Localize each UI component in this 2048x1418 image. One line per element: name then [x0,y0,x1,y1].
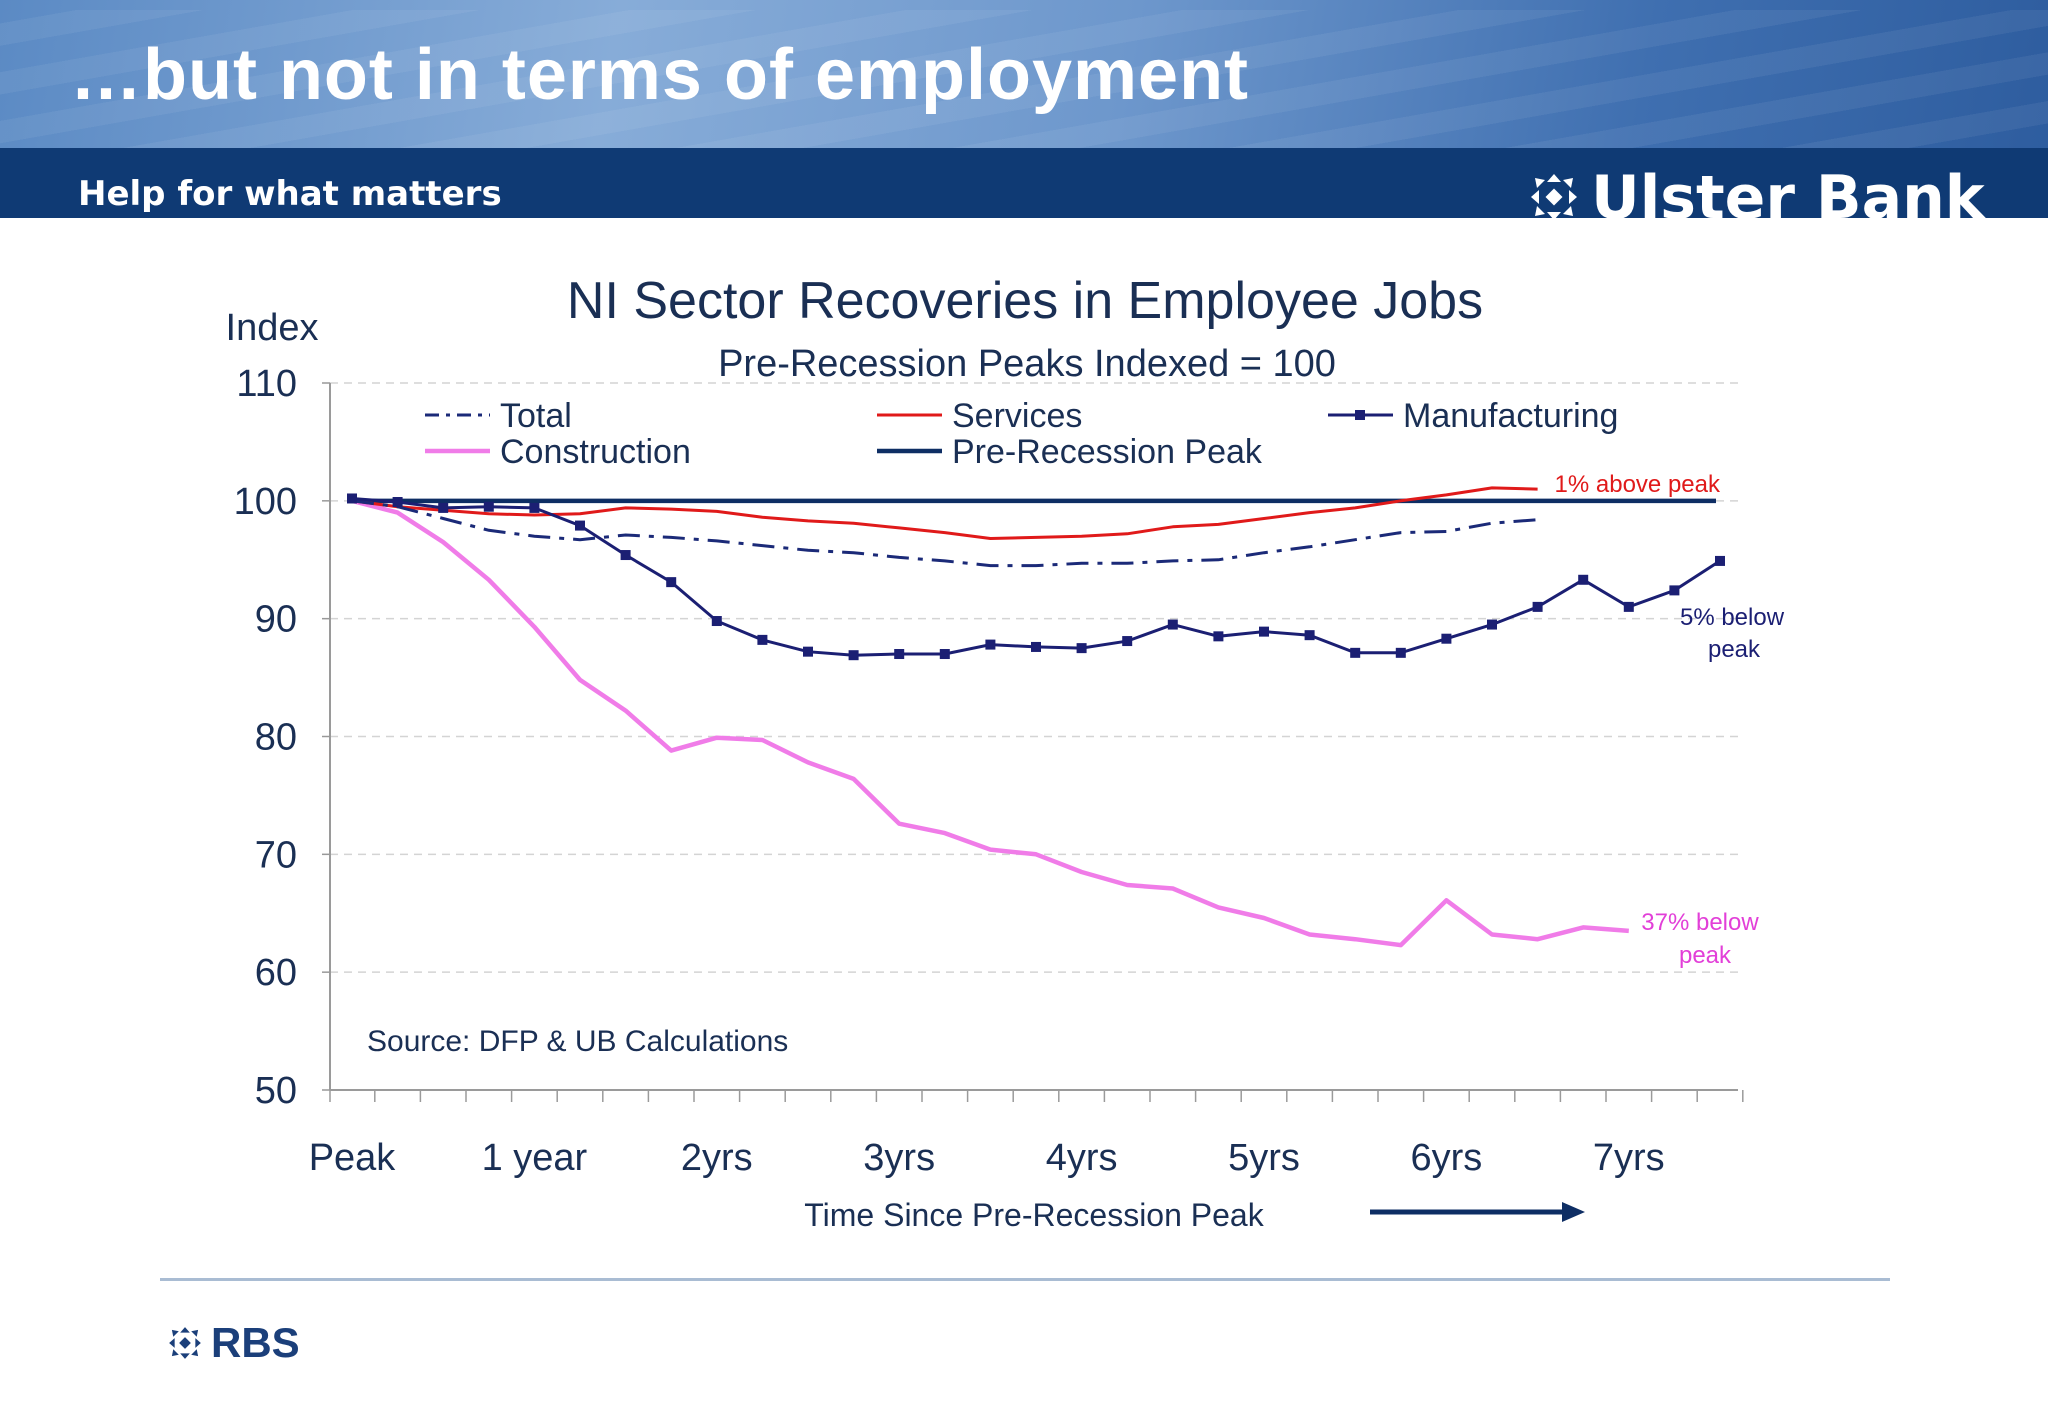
manufacturing-marker [757,634,768,645]
footer-divider [160,1278,1890,1281]
manufacturing-marker [1031,641,1041,652]
manufacturing-marker [1532,601,1543,612]
manufacturing-marker [711,616,722,627]
series-total-line [351,499,1538,568]
x-tick-label: 2yrs [681,1137,753,1179]
y-tick-label: 50 [255,1070,297,1112]
x-tick-label: 5yrs [1228,1137,1300,1179]
manufacturing-marker [985,639,996,650]
daleks-cross-icon [169,1327,201,1359]
manufacturing-marker [1395,647,1406,658]
legend-manufacturing-marker [1355,410,1365,420]
chart: NI Sector Recoveries in Employee Jobs Pr… [226,272,1785,1233]
manufacturing-marker [483,501,494,512]
manufacturing-marker [939,649,950,660]
manufacturing-marker [392,497,403,508]
title-banner [0,0,2048,148]
source-note: Source: DFP & UB Calculations [367,1025,788,1058]
manufacturing-marker [438,502,449,513]
y-tick-label: 110 [236,363,297,405]
x-tick-label: 7yrs [1593,1137,1665,1179]
manufacturing-marker [666,577,677,588]
annotation-construction-line1: 37% below [1641,909,1759,936]
series-services-line [351,486,1538,540]
manufacturing-marker [1076,643,1087,654]
x-tick-label: 6yrs [1411,1137,1483,1179]
manufacturing-marker [894,649,905,660]
ulster-bank-logo: Ulster Bank [1525,168,1985,218]
y-tick-label: 60 [255,952,297,994]
manufacturing-marker [1304,630,1315,641]
rbs-logo: RBS [165,1322,300,1364]
manufacturing-marker [620,550,631,561]
legend-peak-label: Pre-Recession Peak [952,433,1263,471]
manufacturing-marker [1669,585,1680,596]
y-axis-ticks: 50 60 70 80 90 100 110 [234,363,330,1112]
legend-construction-label: Construction [500,433,691,471]
chart-title: NI Sector Recoveries in Employee Jobs [567,272,1483,330]
gridlines [330,382,1738,973]
y-tick-label: 80 [255,717,297,759]
manufacturing-marker [347,493,357,504]
y-tick-label: 70 [255,834,297,876]
series-lines [347,486,1725,948]
manufacturing-marker [1578,574,1589,585]
chart-subtitle: Pre-Recession Peaks Indexed = 100 [718,343,1336,385]
series-construction-line [351,498,1629,948]
x-tick-label: 3yrs [863,1137,935,1179]
manufacturing-marker [1167,619,1178,630]
brand-bar: Help for what matters Ulster Bank [0,148,2048,218]
legend-services-label: Services [952,397,1082,435]
legend-total-label: Total [500,397,572,435]
manufacturing-marker [1487,619,1497,630]
rbs-name: RBS [211,1319,300,1366]
annotation-services: 1% above peak [1555,471,1721,498]
annotation-manufacturing-line1: 5% below [1680,604,1785,631]
x-tick-label: 1 year [482,1137,588,1179]
tagline: Help for what matters [78,174,502,214]
manufacturing-marker [1715,555,1725,566]
manufacturing-marker [1259,626,1269,637]
manufacturing-marker [1623,601,1634,612]
manufacturing-marker [1122,636,1133,647]
manufacturing-marker [848,650,859,661]
manufacturing-marker [1350,647,1361,658]
slide-title: …but not in terms of employment [70,35,1250,115]
y-tick-label: 90 [255,599,297,641]
x-tick-label: 4yrs [1046,1137,1118,1179]
legend: Total Services Manufacturing Construction Pr… [425,397,1618,471]
manufacturing-marker [1213,631,1224,642]
manufacturing-marker [1441,633,1452,644]
bank-name: Ulster Bank [1591,163,1985,218]
manufacturing-marker [803,646,813,657]
daleks-cross-icon [1531,174,1577,218]
time-arrow [1370,1202,1585,1222]
x-axis-ticks: Peak 1 year 2yrs 3yrs 4yrs 5yrs 6yrs 7yrs [309,1090,1744,1179]
y-tick-label: 100 [234,481,297,523]
legend-manufacturing-label: Manufacturing [1403,397,1618,435]
x-axis-title: Time Since Pre-Recession Peak [804,1197,1264,1233]
manufacturing-marker [529,502,540,513]
annotation-construction-line2: peak [1679,942,1732,969]
manufacturing-marker [575,520,585,531]
x-tick-label: Peak [309,1137,397,1179]
y-axis-title: Index [226,307,319,349]
annotation-manufacturing-line2: peak [1708,636,1761,663]
